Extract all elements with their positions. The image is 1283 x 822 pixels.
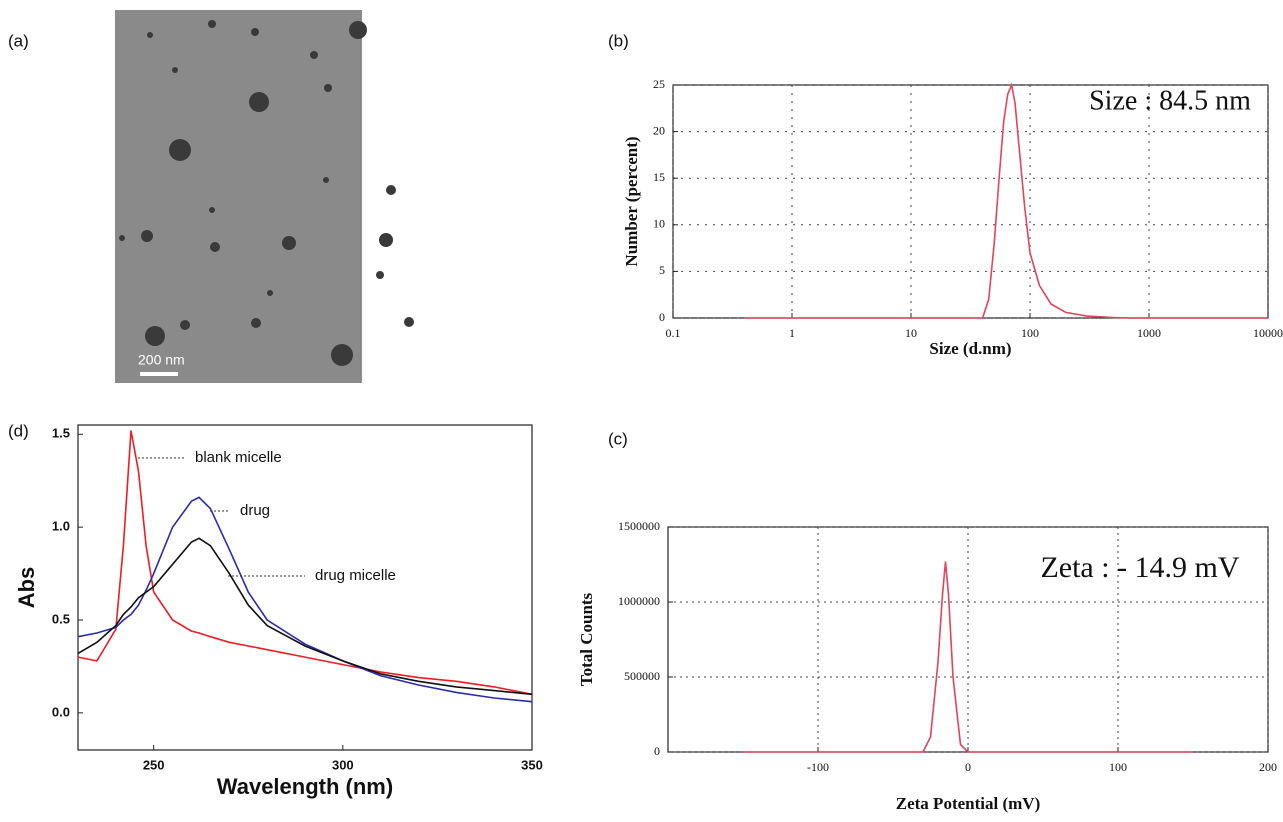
y-tick-label: 1.0 (52, 519, 70, 534)
series-line (77, 537, 533, 696)
x-tick-label: 10 (905, 326, 917, 340)
x-tick-label: 200 (1259, 760, 1277, 774)
y-axis-label: Number (percent) (622, 136, 641, 266)
y-axis-label: Abs (14, 567, 39, 609)
y-tick-label: 0.5 (52, 611, 70, 626)
chart-panel: (c) -100 0 100 200 0 500000 1000000 1500000 Zeta … (577, 429, 1277, 812)
panel-label: (b) (608, 31, 629, 50)
particles (119, 20, 414, 366)
plot-frame (77, 424, 533, 751)
y-tick-label: 0.0 (52, 704, 70, 719)
x-tick-label: 1 (789, 326, 795, 340)
y-tick-label: 15 (653, 170, 665, 184)
series-line (743, 561, 1193, 753)
series-label: drug (240, 502, 270, 519)
series-label: blank micelle (195, 449, 282, 466)
y-tick-label: 25 (653, 77, 665, 91)
y-tick-label: 0 (654, 744, 660, 758)
x-axis-label: Zeta Potential (mV) (896, 794, 1040, 813)
x-tick-label: 100 (1021, 326, 1039, 340)
series-line (77, 430, 533, 696)
y-axis-label: Total Counts (577, 592, 596, 686)
series-line (77, 496, 533, 703)
tem-image: 200 nm (115, 10, 414, 383)
y-tick-label: 10 (653, 217, 665, 231)
annotation: Size : 84.5 nm (1089, 85, 1251, 116)
scale-bar-label: 200 nm (138, 352, 185, 368)
x-axis-label: Wavelength (nm) (217, 774, 393, 799)
x-tick-label: 300 (332, 757, 354, 772)
x-tick-label: 250 (143, 757, 165, 772)
series-line (744, 82, 1268, 319)
chart-panel: (b) 0.1 1 10 100 1000 10000 0 5 10 15 20 25 Size (d.n… (608, 31, 1283, 357)
panel-label: (a) (8, 31, 29, 50)
x-tick-label: 0 (965, 760, 971, 774)
y-tick-label: 1.5 (52, 426, 70, 441)
x-tick-label: 10000 (1253, 326, 1283, 340)
series-label: drug micelle (315, 567, 396, 584)
x-tick-label: -100 (807, 760, 829, 774)
y-tick-label: 5 (659, 263, 665, 277)
x-tick-label: 1000 (1137, 326, 1161, 340)
y-tick-label: 0 (659, 310, 665, 324)
x-tick-label: 100 (1109, 760, 1127, 774)
y-tick-label: 1500000 (618, 519, 660, 533)
panel-label: (d) (8, 421, 29, 440)
plot-frame (672, 84, 1269, 319)
panel-label: (c) (608, 429, 628, 448)
y-tick-label: 1000000 (618, 594, 660, 608)
scale-bar (140, 372, 178, 376)
x-axis-label: Size (d.nm) (929, 339, 1011, 358)
y-tick-label: 20 (653, 123, 665, 137)
x-tick-label: 0.1 (666, 326, 681, 340)
annotation: Zeta : - 14.9 mV (1040, 551, 1239, 584)
x-tick-label: 350 (521, 757, 543, 772)
chart-panel: (d) 250 300 350 0.0 0.5 1.0 1.5 Wavelength (nm) A… (8, 421, 543, 798)
y-tick-label: 500000 (624, 669, 660, 683)
image-background (115, 10, 362, 383)
